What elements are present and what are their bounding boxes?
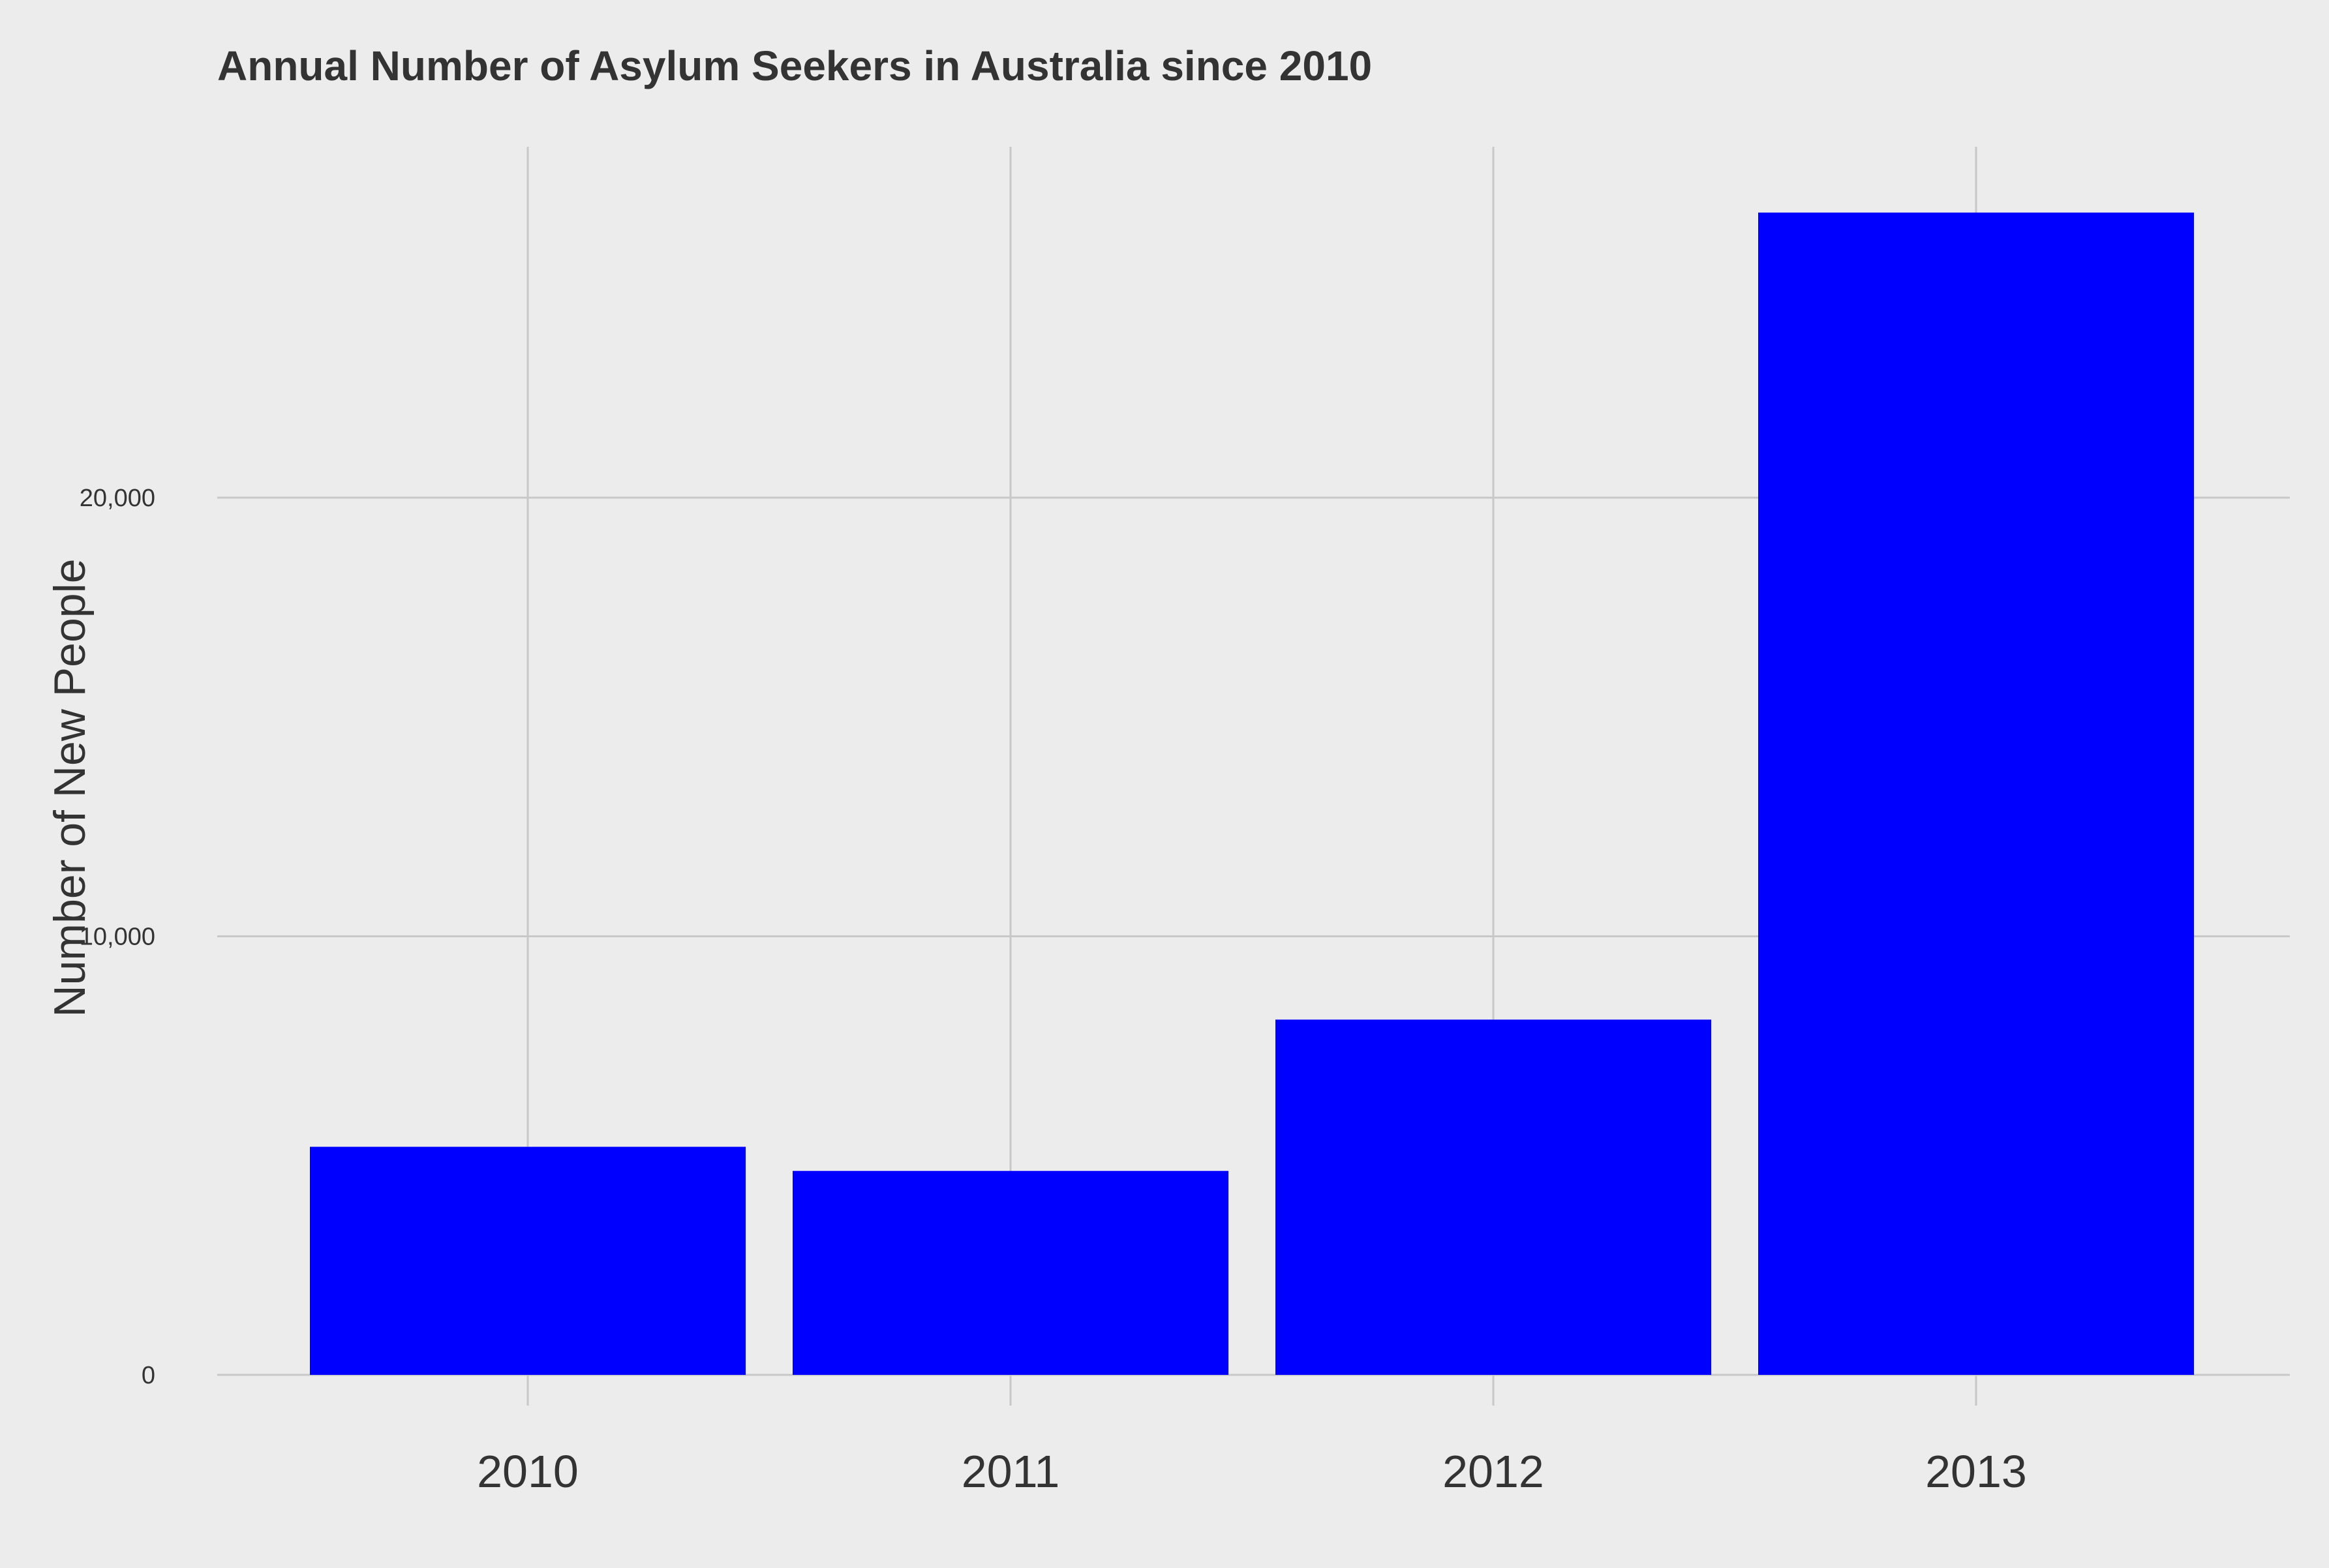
y-tick-label-0: 0: [142, 1362, 155, 1389]
y-axis-label: Number of New People: [45, 558, 95, 1017]
bar-2011: [793, 1171, 1228, 1375]
tick-label-layer: 0 10,000 20,000 2010 2011 2012 2013: [80, 485, 2027, 1497]
x-tick-label-2010: 2010: [477, 1446, 579, 1497]
y-tick-label-1: 10,000: [80, 923, 155, 950]
y-tick-label-2: 20,000: [80, 485, 155, 512]
bar-2010: [310, 1147, 746, 1375]
x-tick-label-2013: 2013: [1925, 1446, 2027, 1497]
x-tick-label-2012: 2012: [1442, 1446, 1544, 1497]
x-tick-label-2011: 2011: [962, 1446, 1060, 1497]
bar-2013: [1758, 212, 2194, 1375]
bar-2012: [1275, 1019, 1711, 1375]
bar-layer: [310, 212, 2194, 1375]
chart-title: Annual Number of Asylum Seekers in Austr…: [217, 42, 1372, 89]
